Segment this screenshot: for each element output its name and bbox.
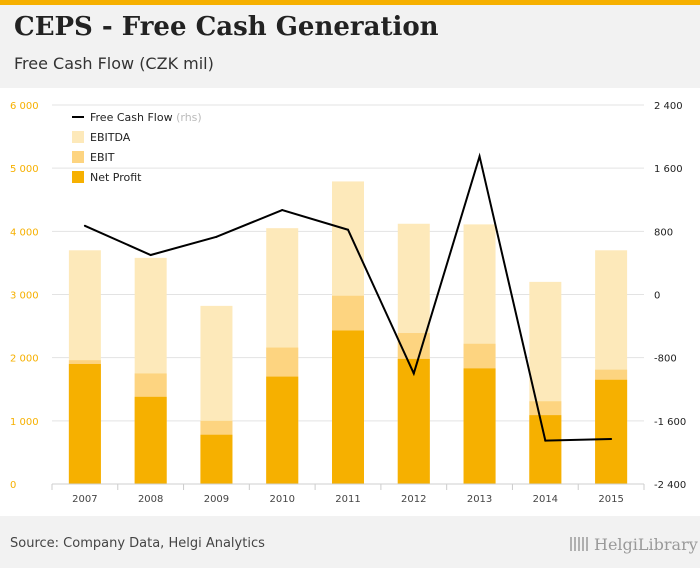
x-tick-label: 2014 xyxy=(533,494,558,505)
logo-mark-icon xyxy=(570,537,590,551)
legend-rhs-suffix: (rhs) xyxy=(176,111,202,124)
y-right-tick-label: -2 400 xyxy=(654,480,686,491)
free-cash-flow-point xyxy=(149,254,152,257)
free-cash-flow-point xyxy=(215,235,218,238)
free-cash-flow-point xyxy=(347,228,349,231)
chart-svg: 2007 2008 2009 2010 2011 2012 2013 2014 2015 0 1 0… xyxy=(10,101,686,505)
net-profit-bar xyxy=(463,368,496,484)
legend-label-net-profit: Net Profit xyxy=(90,171,142,184)
free-cash-flow-point xyxy=(478,155,481,158)
free-cash-flow-point xyxy=(544,439,547,442)
free-cash-flow-point xyxy=(83,224,86,227)
x-tick-label: 2008 xyxy=(138,494,163,505)
logo-text: HelgiLibrary xyxy=(594,535,698,554)
x-tick-label: 2009 xyxy=(204,494,229,505)
net-profit-bar xyxy=(134,396,167,484)
x-tick-label: 2012 xyxy=(401,494,426,505)
top-accent-bar xyxy=(0,0,700,5)
y-left-tick-label: 1 000 xyxy=(10,417,39,428)
y-left-tick-label: 2 000 xyxy=(10,354,39,365)
net-profit-bar xyxy=(595,379,628,484)
legend-swatch-ebitda xyxy=(72,131,84,143)
legend-label-ebitda: EBITDA xyxy=(90,131,131,144)
y-left-tick-label: 6 000 xyxy=(10,101,39,112)
page-subtitle: Free Cash Flow (CZK mil) xyxy=(14,54,214,73)
legend-swatch-net-profit xyxy=(72,171,84,183)
y-right-tick-label: 0 xyxy=(654,291,660,302)
net-profit-bar xyxy=(397,358,430,484)
net-profit-bar xyxy=(266,376,299,484)
x-tick-label: 2010 xyxy=(269,494,294,505)
x-tick-label: 2013 xyxy=(467,494,492,505)
y-left-tick-label: 3 000 xyxy=(10,291,39,302)
net-profit-bar xyxy=(529,415,562,484)
legend-label-free-cash-flow: Free Cash Flow (rhs) xyxy=(90,111,202,124)
y-right-tick-label: 1 600 xyxy=(654,164,683,175)
y-right-tick-label: 2 400 xyxy=(654,101,683,112)
y-left-tick-label: 4 000 xyxy=(10,227,39,238)
free-cash-flow-point xyxy=(610,437,613,440)
legend-swatch-ebit xyxy=(72,151,84,163)
y-right-tick-label: -1 600 xyxy=(654,417,686,428)
x-tick-label: 2015 xyxy=(598,494,623,505)
y-left-tick-label: 5 000 xyxy=(10,164,39,175)
page-title: CEPS - Free Cash Generation xyxy=(14,12,439,42)
y-right-tick-label: -800 xyxy=(654,354,677,365)
legend-label-ebit: EBIT xyxy=(90,151,115,164)
net-profit-bar xyxy=(200,434,233,484)
y-left-tick-label: 0 xyxy=(10,480,16,491)
free-cash-flow-point xyxy=(281,209,284,212)
x-tick-label: 2007 xyxy=(72,494,97,505)
x-tick-label: 2011 xyxy=(335,494,360,505)
source-note: Source: Company Data, Helgi Analytics xyxy=(10,536,265,551)
y-right-tick-label: 800 xyxy=(654,227,673,238)
free-cash-flow-point xyxy=(412,372,415,375)
net-profit-bar xyxy=(68,363,101,484)
net-profit-bar xyxy=(332,330,364,484)
helgi-library-logo: HelgiLibrary xyxy=(570,535,698,554)
